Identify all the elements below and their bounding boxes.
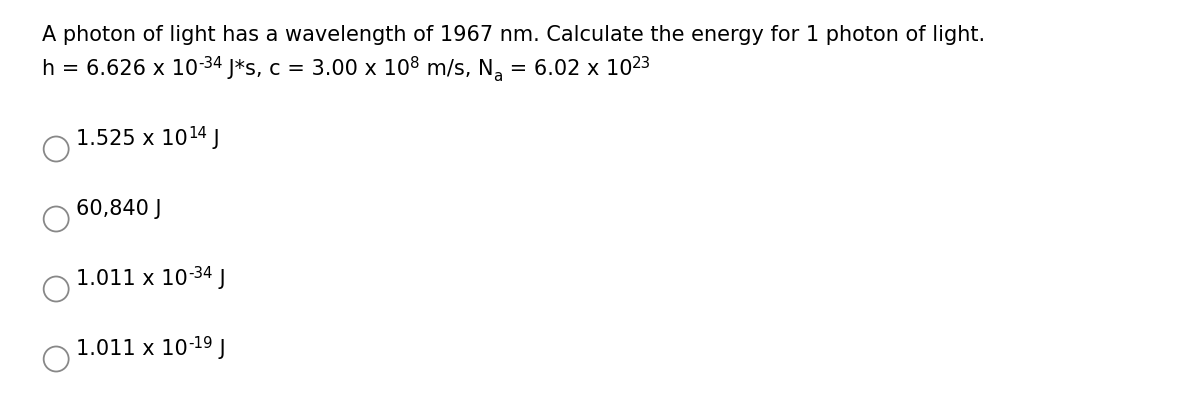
Text: J: J bbox=[212, 339, 226, 359]
Text: 1.011 x 10: 1.011 x 10 bbox=[77, 339, 188, 359]
Text: J: J bbox=[212, 269, 226, 289]
Text: 14: 14 bbox=[188, 126, 208, 141]
Text: 1.525 x 10: 1.525 x 10 bbox=[77, 129, 188, 149]
Text: J*s, c = 3.00 x 10: J*s, c = 3.00 x 10 bbox=[222, 59, 410, 79]
Text: a: a bbox=[493, 69, 503, 83]
Text: 23: 23 bbox=[632, 56, 652, 71]
Text: -34: -34 bbox=[188, 266, 212, 281]
Text: -19: -19 bbox=[188, 336, 212, 351]
Text: 1.011 x 10: 1.011 x 10 bbox=[77, 269, 188, 289]
Text: J: J bbox=[208, 129, 220, 149]
Text: m/s, N: m/s, N bbox=[420, 59, 493, 79]
Text: A photon of light has a wavelength of 1967 nm. Calculate the energy for 1 photon: A photon of light has a wavelength of 19… bbox=[42, 25, 985, 45]
Text: 8: 8 bbox=[410, 56, 420, 71]
Text: h = 6.626 x 10: h = 6.626 x 10 bbox=[42, 59, 198, 79]
Text: -34: -34 bbox=[198, 56, 222, 71]
Text: 60,840 J: 60,840 J bbox=[77, 199, 162, 219]
Text: = 6.02 x 10: = 6.02 x 10 bbox=[503, 59, 632, 79]
